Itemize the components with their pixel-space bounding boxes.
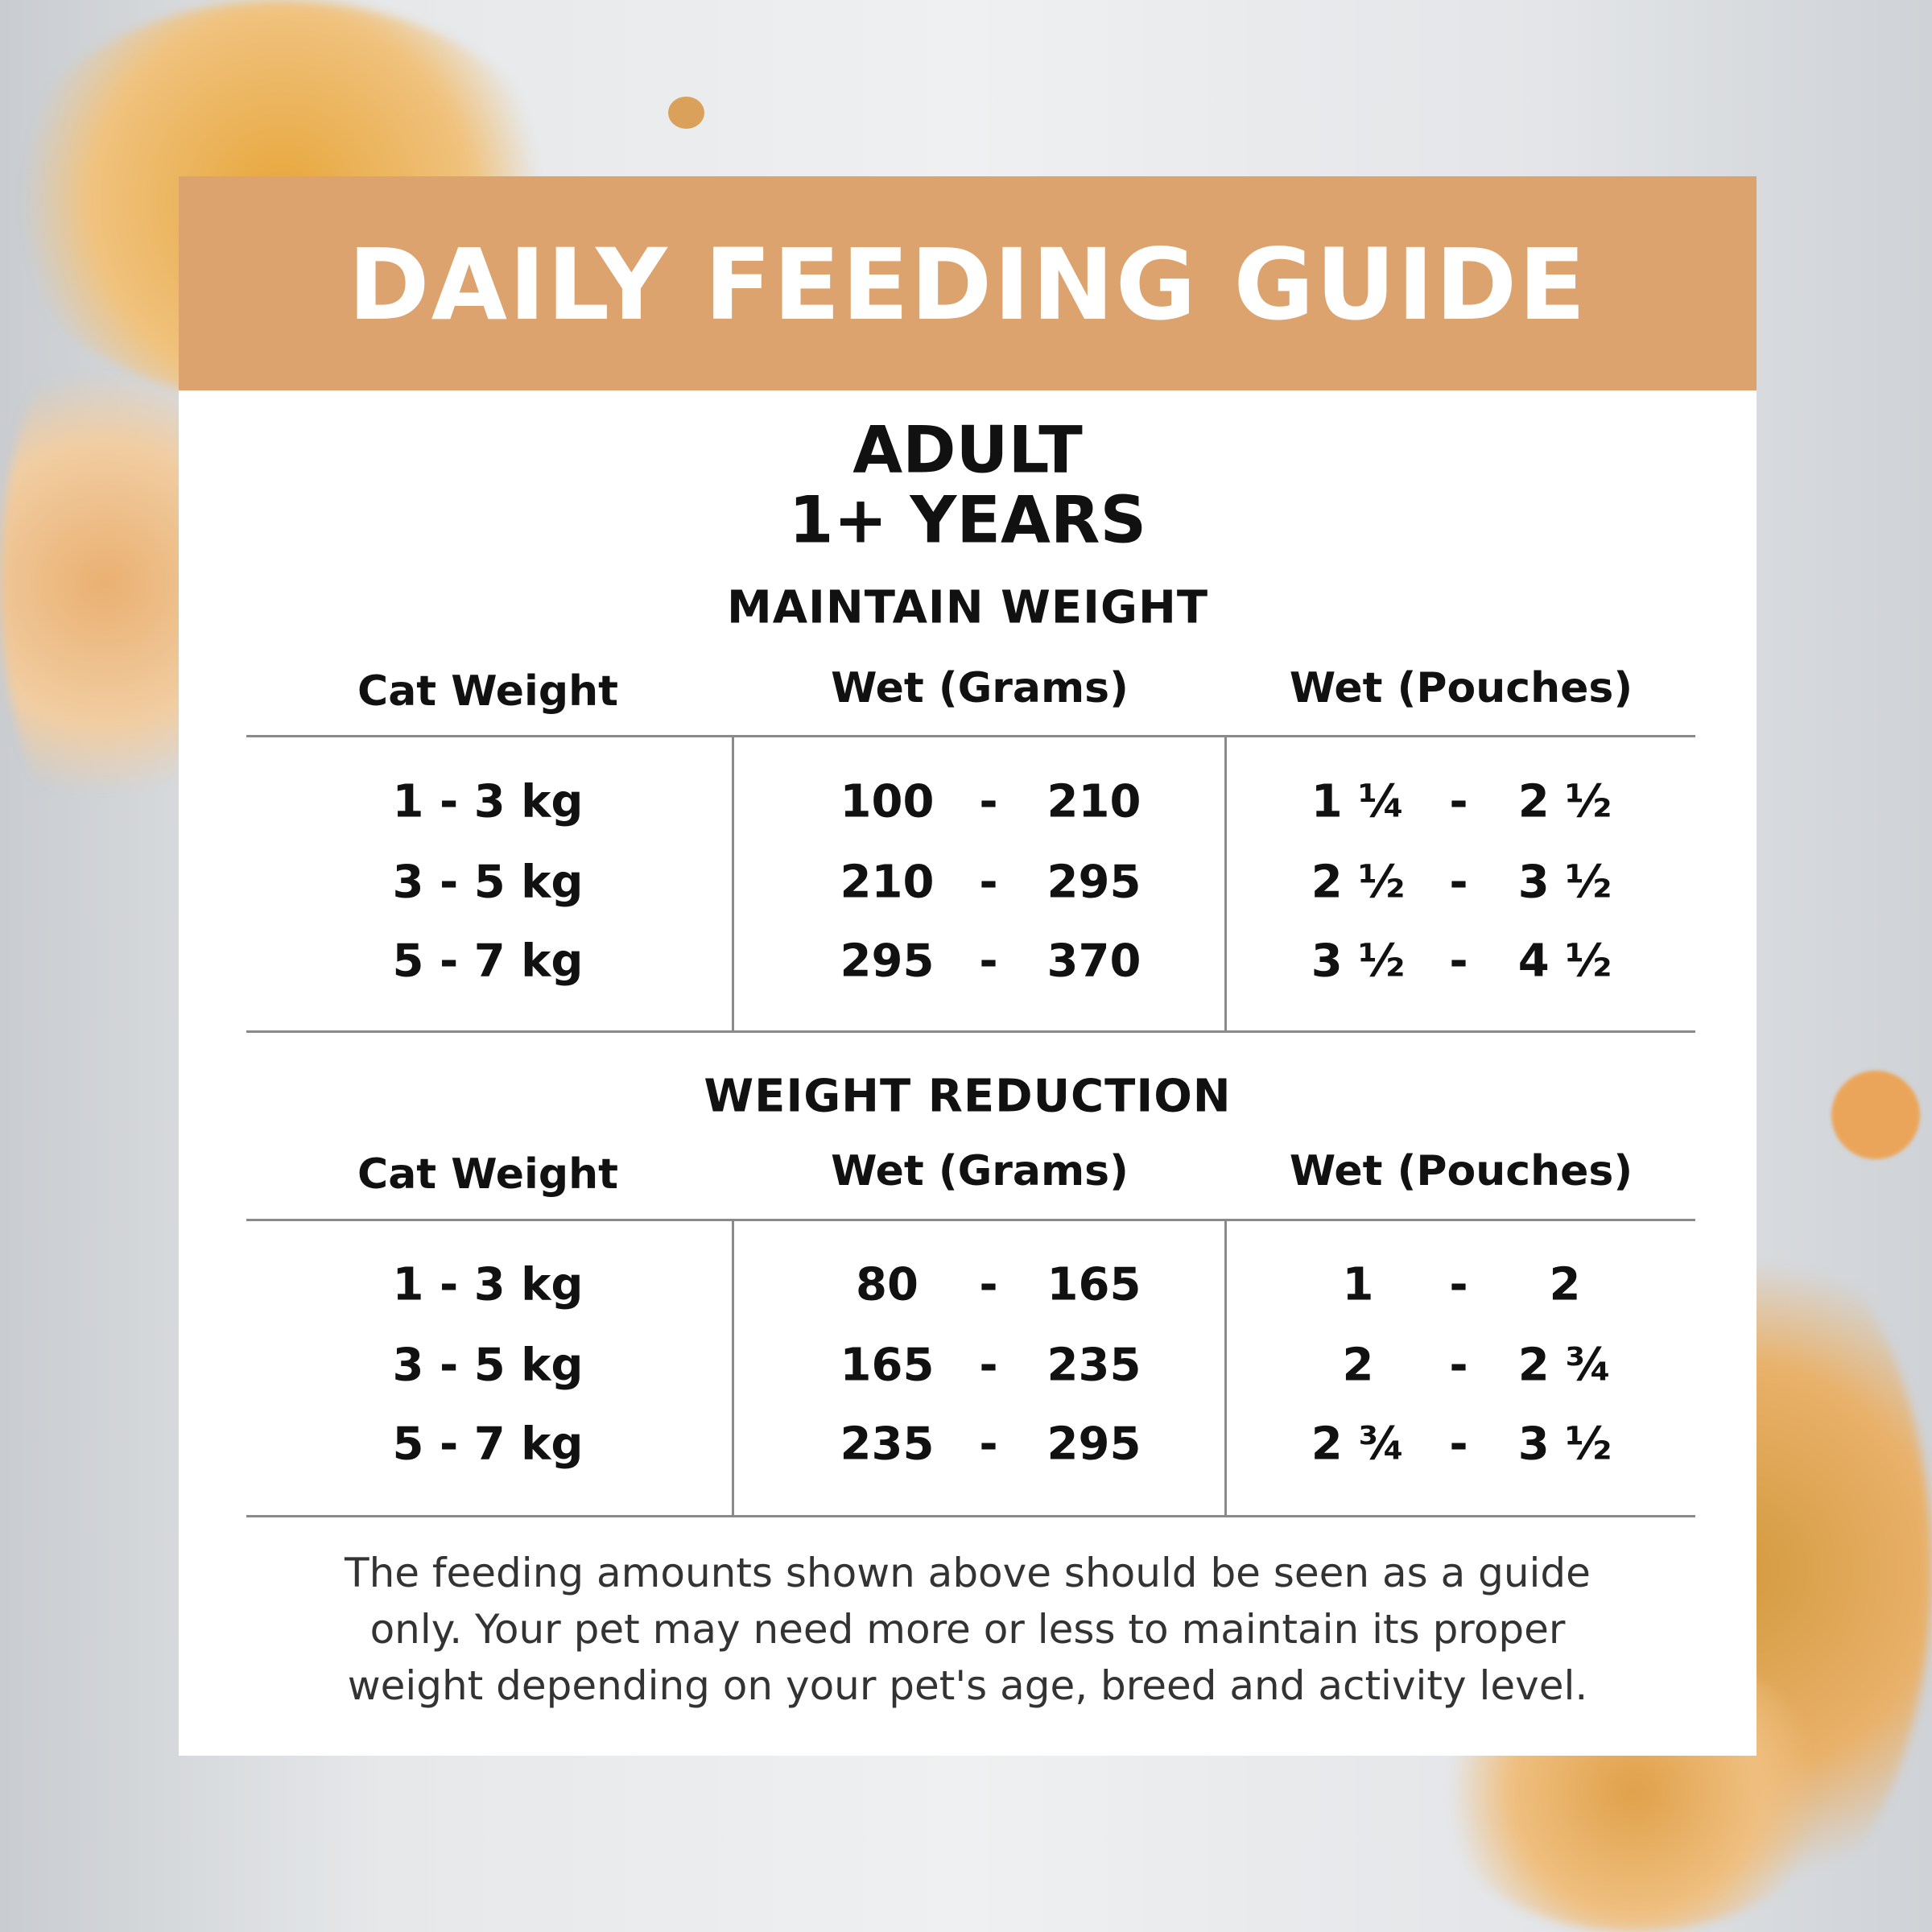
pouches-max: 3 ½: [1517, 1418, 1612, 1471]
column-divider: [732, 1220, 734, 1516]
pouches-max: 2 ¾: [1517, 1339, 1612, 1392]
section-title: MAINTAIN WEIGHT: [726, 581, 1209, 634]
pouches-min: 1: [1342, 1258, 1374, 1311]
range-dash: -: [1449, 775, 1468, 828]
disclaimer-line: weight depending on your pet's age, bree…: [347, 1662, 1588, 1709]
table-divider: [246, 735, 1695, 737]
grams-max: 295: [1046, 1418, 1141, 1471]
column-divider: [732, 736, 734, 1031]
cat-weight: 1 - 3 kg: [392, 775, 584, 828]
range-dash: -: [979, 1339, 998, 1392]
range-dash: -: [1449, 935, 1468, 988]
pouches-max: 3 ½: [1517, 856, 1612, 909]
age-label: 1+ YEARS: [788, 482, 1147, 558]
grams-max: 235: [1046, 1339, 1141, 1392]
column-header-wet-grams: Wet (Grams): [831, 1147, 1129, 1195]
grams-max: 165: [1046, 1258, 1141, 1311]
range-dash: -: [1449, 1258, 1468, 1311]
range-dash: -: [1449, 1339, 1468, 1392]
column-divider: [1224, 736, 1227, 1031]
cat-weight: 5 - 7 kg: [392, 1418, 584, 1471]
table-divider: [246, 1219, 1695, 1221]
range-dash: -: [979, 935, 998, 988]
range-dash: -: [1449, 856, 1468, 909]
column-divider: [1224, 1220, 1227, 1516]
grams-min: 80: [856, 1258, 919, 1311]
grams-min: 100: [840, 775, 935, 828]
range-dash: -: [979, 775, 998, 828]
pouches-max: 4 ½: [1517, 935, 1612, 988]
pouches-max: 2: [1549, 1258, 1581, 1311]
pouches-max: 2 ½: [1517, 775, 1612, 828]
disclaimer-line: The feeding amounts shown above should b…: [345, 1550, 1591, 1596]
cat-weight: 5 - 7 kg: [392, 935, 584, 988]
range-dash: -: [979, 856, 998, 909]
disclaimer-line: only. Your pet may need more or less to …: [369, 1606, 1566, 1653]
cat-weight: 3 - 5 kg: [392, 856, 584, 909]
watercolor-drop: [1831, 1071, 1920, 1159]
column-header-wet-pouches: Wet (Pouches): [1289, 664, 1633, 712]
pouches-min: 2 ¾: [1311, 1418, 1406, 1471]
grams-min: 210: [840, 856, 935, 909]
life-stage-label: ADULT: [852, 412, 1083, 488]
column-header-wet-pouches: Wet (Pouches): [1289, 1147, 1633, 1195]
range-dash: -: [979, 1418, 998, 1471]
range-dash: -: [979, 1258, 998, 1311]
grams-max: 370: [1046, 935, 1141, 988]
column-header-cat-weight: Cat Weight: [357, 1150, 618, 1199]
watercolor-splash: [0, 322, 209, 845]
cat-weight: 1 - 3 kg: [392, 1258, 584, 1311]
grams-max: 295: [1046, 856, 1141, 909]
grams-min: 235: [840, 1418, 935, 1471]
pouches-min: 1 ¼: [1311, 775, 1406, 828]
watercolor-drop: [668, 97, 704, 129]
disclaimer: The feeding amounts shown above should b…: [179, 1545, 1757, 1714]
grams-max: 210: [1046, 775, 1141, 828]
header-band: DAILY FEEDING GUIDE: [179, 176, 1757, 390]
range-dash: -: [1449, 1418, 1468, 1471]
cat-weight: 3 - 5 kg: [392, 1339, 584, 1392]
pouches-min: 2: [1342, 1339, 1374, 1392]
table-divider: [246, 1030, 1695, 1033]
pouches-min: 3 ½: [1311, 935, 1406, 988]
table-divider: [246, 1515, 1695, 1517]
grams-min: 165: [840, 1339, 935, 1392]
page-title: DAILY FEEDING GUIDE: [348, 228, 1587, 342]
grams-min: 295: [840, 935, 935, 988]
pouches-min: 2 ½: [1311, 856, 1406, 909]
column-header-wet-grams: Wet (Grams): [831, 664, 1129, 712]
section-title: WEIGHT REDUCTION: [704, 1070, 1232, 1123]
column-header-cat-weight: Cat Weight: [357, 667, 618, 716]
feeding-guide-card: DAILY FEEDING GUIDE ADULT 1+ YEARS MAINT…: [179, 176, 1757, 1756]
